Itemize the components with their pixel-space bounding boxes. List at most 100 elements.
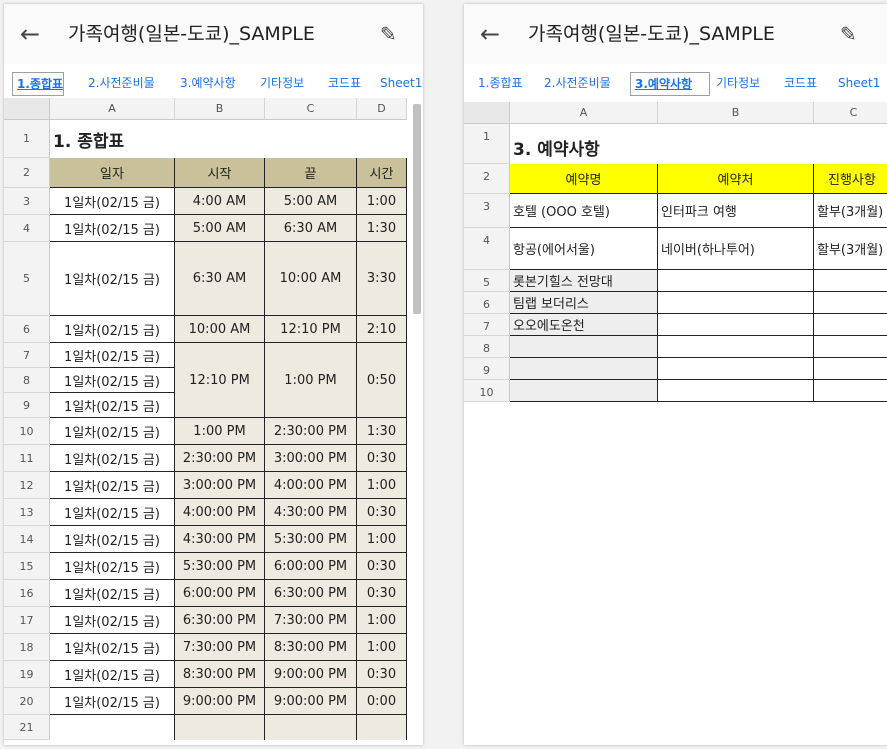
end-cell[interactable]: 2:30:00 PM [265, 418, 357, 445]
date-cell[interactable]: 1일차(02/15 금) [50, 580, 175, 607]
time-cell[interactable]: 1:00 [357, 188, 407, 215]
status-cell[interactable]: 할부(3개월) [814, 194, 887, 228]
status-cell[interactable] [814, 292, 887, 314]
date-cell[interactable]: 1일차(02/15 금) [50, 472, 175, 499]
row-header-9[interactable]: 9 [464, 358, 510, 380]
date-cell[interactable]: 1일차(02/15 금) [50, 242, 175, 316]
start-cell[interactable]: 10:00 AM [175, 316, 265, 343]
empty-cell[interactable] [265, 715, 357, 740]
time-cell[interactable]: 0:30 [357, 661, 407, 688]
tab-5[interactable]: 코드표 [328, 76, 362, 90]
end-cell[interactable]: 9:00:00 PM [265, 688, 357, 715]
column-header-b[interactable]: B [658, 102, 814, 124]
row-header-21[interactable]: 21 [4, 715, 50, 740]
start-cell[interactable]: 12:10 PM [175, 343, 265, 418]
row-header-7[interactable]: 7 [4, 343, 50, 368]
row-header-10[interactable]: 10 [464, 380, 510, 402]
date-cell[interactable]: 1일차(02/15 금) [50, 368, 175, 393]
start-cell[interactable]: 6:30 AM [175, 242, 265, 316]
end-cell[interactable]: 6:00:00 PM [265, 553, 357, 580]
row-header-8[interactable]: 8 [464, 336, 510, 358]
tab-2[interactable]: 2.사전준비물 [544, 76, 611, 90]
time-cell[interactable]: 1:00 [357, 526, 407, 553]
end-cell[interactable]: 12:10 PM [265, 316, 357, 343]
date-cell[interactable]: 1일차(02/15 금) [50, 526, 175, 553]
end-cell[interactable]: 8:30:00 PM [265, 634, 357, 661]
start-cell[interactable]: 5:30:00 PM [175, 553, 265, 580]
time-cell[interactable]: 1:30 [357, 215, 407, 242]
status-cell[interactable] [814, 380, 887, 402]
start-cell[interactable]: 6:00:00 PM [175, 580, 265, 607]
row-header-19[interactable]: 19 [4, 661, 50, 688]
time-cell[interactable]: 1:00 [357, 634, 407, 661]
start-cell[interactable]: 9:00:00 PM [175, 688, 265, 715]
row-header-2[interactable]: 2 [464, 164, 510, 194]
time-cell[interactable]: 2:10 [357, 316, 407, 343]
name-cell[interactable]: 오오에도온천 [510, 314, 658, 336]
start-cell[interactable]: 7:30:00 PM [175, 634, 265, 661]
time-cell[interactable]: 1:00 [357, 472, 407, 499]
row-header-13[interactable]: 13 [4, 499, 50, 526]
row-header-3[interactable]: 3 [464, 194, 510, 228]
row-header-2[interactable]: 2 [4, 158, 50, 188]
status-cell[interactable] [814, 314, 887, 336]
date-cell[interactable]: 1일차(02/15 금) [50, 418, 175, 445]
name-cell[interactable]: 호텔 (OOO 호텔) [510, 194, 658, 228]
end-cell[interactable]: 3:00:00 PM [265, 445, 357, 472]
start-cell[interactable]: 5:00 AM [175, 215, 265, 242]
end-cell[interactable]: 4:00:00 PM [265, 472, 357, 499]
time-cell[interactable]: 0:30 [357, 499, 407, 526]
place-cell[interactable] [658, 314, 814, 336]
row-header-4[interactable]: 4 [4, 215, 50, 242]
date-cell[interactable]: 1일차(02/15 금) [50, 499, 175, 526]
start-cell[interactable]: 4:30:00 PM [175, 526, 265, 553]
date-cell[interactable]: 1일차(02/15 금) [50, 553, 175, 580]
tab-4[interactable]: 기타정보 [260, 76, 305, 90]
date-cell[interactable]: 1일차(02/15 금) [50, 607, 175, 634]
date-cell[interactable]: 1일차(02/15 금) [50, 393, 175, 418]
tab-3[interactable]: 3.예약사항 [630, 72, 710, 96]
tab-1[interactable]: 1.종합표 [12, 72, 64, 96]
name-cell[interactable] [510, 358, 658, 380]
end-cell[interactable]: 6:30 AM [265, 215, 357, 242]
end-cell[interactable]: 7:30:00 PM [265, 607, 357, 634]
row-header-7[interactable]: 7 [464, 314, 510, 336]
row-header-11[interactable]: 11 [4, 445, 50, 472]
place-cell[interactable] [658, 336, 814, 358]
time-cell[interactable]: 1:30 [357, 418, 407, 445]
end-cell[interactable]: 9:00:00 PM [265, 661, 357, 688]
place-cell[interactable]: 네이버(하나투어) [658, 228, 814, 270]
row-header-4[interactable]: 4 [464, 228, 510, 270]
column-header-d[interactable]: D [357, 98, 407, 120]
status-cell[interactable]: 할부(3개월) [814, 228, 887, 270]
date-cell[interactable]: 1일차(02/15 금) [50, 215, 175, 242]
row-header-8[interactable]: 8 [4, 368, 50, 393]
time-cell[interactable]: 0:30 [357, 445, 407, 472]
start-cell[interactable]: 4:00 AM [175, 188, 265, 215]
name-cell[interactable]: 팀랩 보더리스 [510, 292, 658, 314]
tab-5[interactable]: 코드표 [784, 76, 818, 90]
column-header-a[interactable]: A [50, 98, 175, 120]
time-cell[interactable]: 3:30 [357, 242, 407, 316]
time-cell[interactable]: 0:30 [357, 580, 407, 607]
start-cell[interactable]: 8:30:00 PM [175, 661, 265, 688]
end-cell[interactable]: 5:30:00 PM [265, 526, 357, 553]
end-cell[interactable]: 6:30:00 PM [265, 580, 357, 607]
tab-6[interactable]: Sheet1 [838, 76, 881, 90]
start-cell[interactable]: 4:00:00 PM [175, 499, 265, 526]
date-cell[interactable]: 1일차(02/15 금) [50, 316, 175, 343]
row-header-6[interactable]: 6 [4, 316, 50, 343]
end-cell[interactable]: 10:00 AM [265, 242, 357, 316]
start-cell[interactable]: 1:00 PM [175, 418, 265, 445]
end-cell[interactable]: 1:00 PM [265, 343, 357, 418]
place-cell[interactable] [658, 358, 814, 380]
back-arrow-icon[interactable]: ← [20, 20, 41, 48]
place-cell[interactable]: 인터파크 여행 [658, 194, 814, 228]
empty-cell[interactable] [175, 715, 265, 740]
row-header-10[interactable]: 10 [4, 418, 50, 445]
name-cell[interactable] [510, 380, 658, 402]
name-cell[interactable]: 롯본기힐스 전망대 [510, 270, 658, 292]
place-cell[interactable] [658, 292, 814, 314]
edit-pencil-icon[interactable]: ✎ [840, 22, 857, 46]
row-header-5[interactable]: 5 [464, 270, 510, 292]
